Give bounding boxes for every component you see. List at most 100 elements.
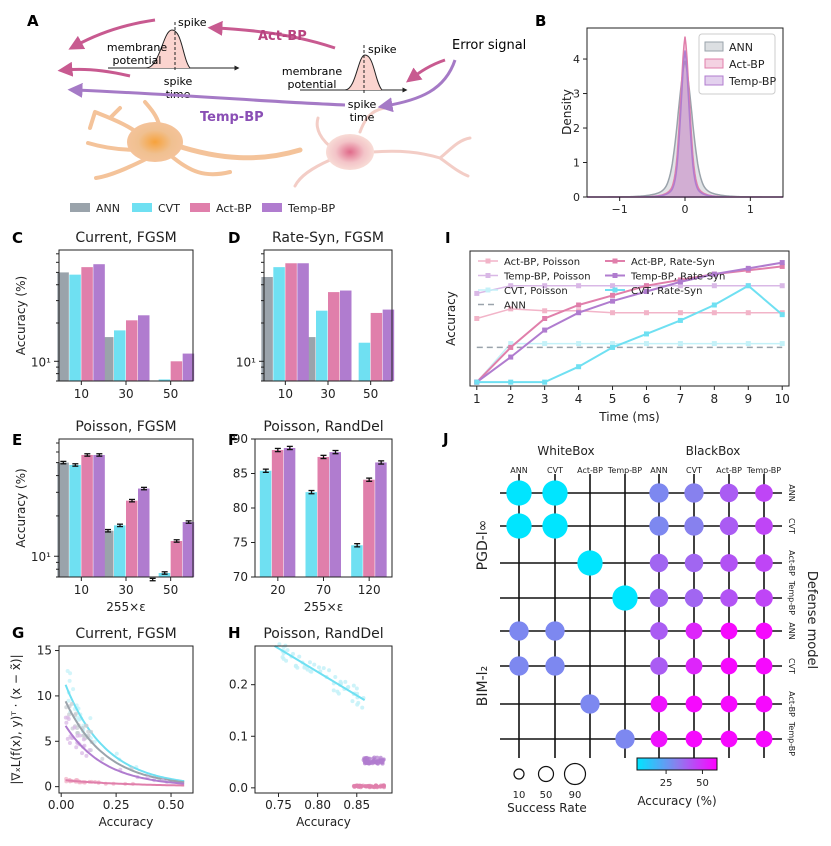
bar-cvt xyxy=(316,310,328,381)
row-label: Temp-BP xyxy=(787,721,796,756)
line-marker xyxy=(711,302,717,308)
size-legend-label: 10 xyxy=(513,790,526,801)
panel-h-axes xyxy=(254,645,393,794)
line-marker xyxy=(711,271,717,277)
bubble-cell xyxy=(755,695,773,713)
line-marker xyxy=(576,364,582,370)
panel-letter-g: G xyxy=(12,624,24,642)
line-marker xyxy=(474,316,480,321)
scatter-point-temp-bp xyxy=(366,756,371,761)
y-tick-label: 4 xyxy=(573,53,580,66)
bar-temp-bp xyxy=(93,454,105,577)
line-marker xyxy=(643,310,649,316)
scatter-point-temp-bp xyxy=(374,760,379,765)
legend-label: Temp-BP xyxy=(728,75,776,88)
x-tick-label: 10 xyxy=(775,392,790,406)
legend-swatch xyxy=(704,58,724,69)
neuron-left-dendrites-icon xyxy=(86,100,232,180)
bubble-cell xyxy=(615,729,635,749)
scatter-point-temp-bp xyxy=(379,760,384,765)
bar-temp-bp xyxy=(329,452,341,577)
bar-act-bp xyxy=(363,479,375,577)
bar-act-bp xyxy=(328,292,340,381)
bubble-cell xyxy=(685,657,703,675)
bar-cvt xyxy=(259,470,272,577)
scatter-point-cvt xyxy=(305,667,310,672)
fit-line-temp-bp xyxy=(364,758,385,764)
line-marker xyxy=(576,341,582,347)
bar-cvt xyxy=(305,492,317,577)
scatter-point-temp-bp xyxy=(77,733,82,738)
line-marker xyxy=(542,327,548,333)
bar-ann xyxy=(57,462,69,577)
y-tick-label: 5 xyxy=(44,734,52,748)
neuron-right-dendrites-icon xyxy=(293,106,472,188)
y-axis-label: Density xyxy=(560,89,574,135)
bar-ann xyxy=(102,530,114,577)
line-marker xyxy=(643,283,649,289)
scatter-point-ann xyxy=(84,723,89,728)
panel-g-axes xyxy=(58,645,194,794)
x-tick-label: 20 xyxy=(270,583,285,597)
x-tick-label: 10 xyxy=(74,583,89,597)
bar-cvt xyxy=(351,545,363,577)
panel-letter-h: H xyxy=(228,624,241,642)
scatter-point-cvt xyxy=(114,751,119,756)
row-label: Temp-BP xyxy=(787,580,796,615)
line-marker xyxy=(610,292,616,298)
row-label: ANN xyxy=(787,622,796,639)
bubble-cell xyxy=(580,694,600,714)
bar-ann xyxy=(261,277,273,381)
bubble-cell xyxy=(755,730,773,748)
chart-title: Poisson, RandDel xyxy=(263,419,383,435)
panel-c-bar-chart: 10 30 50 10¹ Current, FGSM Accuracy (%) xyxy=(14,230,195,401)
row-label: CVT xyxy=(787,658,796,674)
scatter-point-cvt xyxy=(360,705,365,710)
y-tick-label: 0 xyxy=(44,780,52,794)
legend-marker xyxy=(612,287,618,293)
x-axis-label: Accuracy xyxy=(99,815,154,829)
x-tick-label: 9 xyxy=(744,392,752,406)
bar-act-bp xyxy=(271,450,284,577)
bubble-cell xyxy=(612,585,638,611)
scatter-point-cvt xyxy=(66,698,71,703)
scatter-point-temp-bp xyxy=(67,741,72,746)
scatter-point-cvt xyxy=(88,716,93,721)
x-tick-label: 7 xyxy=(677,392,685,406)
bar-act-bp xyxy=(170,361,183,381)
line-marker xyxy=(677,310,683,316)
line-marker xyxy=(779,283,785,289)
y-tick-label: 80 xyxy=(233,501,248,515)
bubble-cell xyxy=(720,657,738,675)
scatter-point-cvt xyxy=(350,699,355,704)
bubble-cell xyxy=(685,695,703,713)
bubble-cell xyxy=(649,588,669,608)
line-marker xyxy=(610,341,616,347)
line-marker xyxy=(542,308,548,314)
legend-label-temp-bp: Temp-BP xyxy=(287,202,335,215)
bubble-cell xyxy=(650,622,668,640)
bubble-cell xyxy=(577,550,603,576)
x-tick-label: 0.00 xyxy=(48,798,75,812)
bubble-cell xyxy=(649,483,669,503)
scatter-point-ann xyxy=(67,712,72,717)
x-tick-label: 30 xyxy=(118,387,133,401)
bar-cvt xyxy=(114,525,126,577)
bubble-cell xyxy=(755,589,773,607)
bar-temp-bp xyxy=(297,263,309,381)
scatter-point-cvt xyxy=(285,648,290,653)
line-marker xyxy=(542,341,548,347)
spike-label-right: spike xyxy=(368,43,397,56)
temp-bp-arrow-lower xyxy=(67,82,346,107)
bar-act-bp xyxy=(317,456,329,577)
scatter-point-cvt xyxy=(343,679,348,684)
whitebox-label: WhiteBox xyxy=(537,444,594,458)
scatter-point-temp-bp xyxy=(64,720,69,725)
scatter-point-cvt xyxy=(67,678,72,683)
line-marker xyxy=(508,341,514,347)
bubble-cell xyxy=(506,480,532,506)
row-group-label-pgd: PGD-l∞ xyxy=(475,520,491,571)
legend-label-cvt: CVT xyxy=(158,202,180,215)
x-tick-label: 30 xyxy=(320,387,335,401)
line-marker xyxy=(508,344,514,350)
